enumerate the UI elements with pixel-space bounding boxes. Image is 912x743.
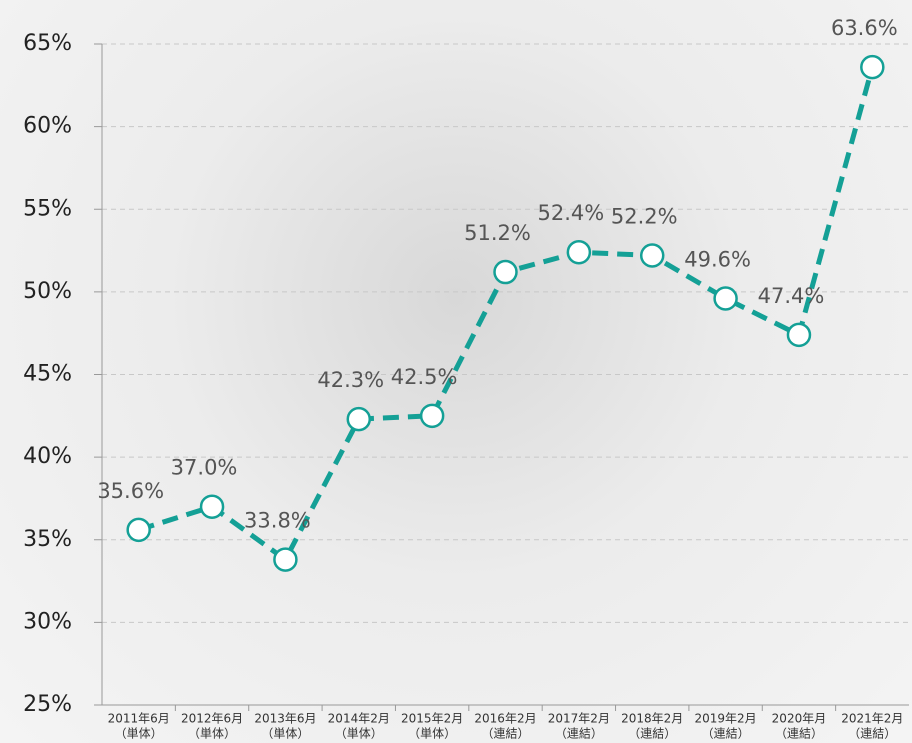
x-tick-label: （連結） — [702, 727, 750, 741]
x-tick-label: （単体） — [115, 727, 163, 741]
value-label: 52.2% — [611, 205, 678, 229]
chart: 25%30%35%40%45%50%55%60%65%2011年6月（単体）20… — [0, 0, 912, 743]
value-label: 33.8% — [244, 509, 311, 533]
x-tick-label: （単体） — [335, 727, 383, 741]
value-label: 49.6% — [684, 247, 751, 271]
y-tick-label: 30% — [23, 609, 72, 634]
value-label: 52.4% — [538, 201, 605, 225]
x-tick-label: （連結） — [555, 727, 603, 741]
value-label: 47.4% — [758, 284, 825, 308]
x-tick-label: 2015年2月 — [401, 712, 463, 726]
x-tick-label: （連結） — [775, 727, 823, 741]
marker — [495, 261, 517, 283]
x-tick-label: 2016年2月 — [474, 712, 536, 726]
marker — [274, 549, 296, 571]
y-tick-label: 55% — [23, 196, 72, 221]
marker — [641, 245, 663, 267]
y-tick-label: 45% — [23, 362, 72, 387]
y-tick-label: 65% — [23, 31, 72, 56]
marker — [421, 405, 443, 427]
marker — [715, 287, 737, 309]
y-tick-label: 35% — [23, 527, 72, 552]
x-tick-label: 2013年6月 — [254, 712, 316, 726]
value-label: 63.6% — [831, 16, 898, 40]
value-label: 51.2% — [464, 221, 531, 245]
marker — [568, 241, 590, 263]
x-tick-label: （単体） — [188, 727, 236, 741]
x-tick-label: （単体） — [408, 727, 456, 741]
x-tick-label: 2019年2月 — [694, 712, 756, 726]
marker — [788, 324, 810, 346]
x-tick-label: （連結） — [628, 727, 676, 741]
y-tick-label: 60% — [23, 114, 72, 139]
x-tick-label: 2012年6月 — [181, 712, 243, 726]
x-tick-label: 2017年2月 — [548, 712, 610, 726]
x-tick-label: 2020年月 — [772, 712, 827, 726]
x-tick-label: 2011年6月 — [108, 712, 170, 726]
y-tick-label: 40% — [23, 444, 72, 469]
marker — [128, 519, 150, 541]
value-label: 42.5% — [391, 365, 458, 389]
x-tick-label: （連結） — [481, 727, 529, 741]
x-tick-label: （連結） — [848, 727, 896, 741]
x-tick-label: 2018年2月 — [621, 712, 683, 726]
value-label: 42.3% — [317, 368, 384, 392]
x-tick-label: （単体） — [261, 727, 309, 741]
value-label: 35.6% — [97, 479, 164, 503]
value-label: 37.0% — [171, 456, 238, 480]
y-tick-label: 25% — [23, 692, 72, 717]
marker — [348, 408, 370, 430]
line — [139, 67, 873, 559]
x-tick-label: 2021年2月 — [841, 712, 903, 726]
marker — [861, 56, 883, 78]
y-tick-label: 50% — [23, 279, 72, 304]
marker — [201, 496, 223, 518]
x-tick-label: 2014年2月 — [328, 712, 390, 726]
